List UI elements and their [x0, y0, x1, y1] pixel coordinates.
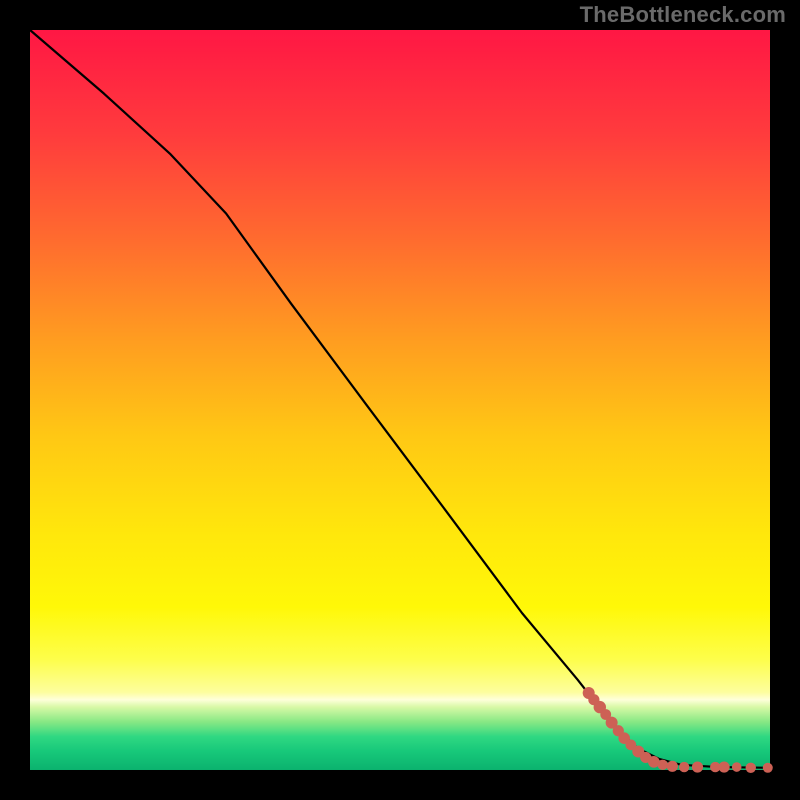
chart-svg	[0, 0, 800, 800]
data-marker	[692, 761, 703, 772]
chart-container: TheBottleneck.com	[0, 0, 800, 800]
plot-background	[30, 30, 770, 770]
data-marker	[732, 762, 742, 772]
data-marker	[667, 761, 678, 772]
data-marker	[658, 760, 668, 770]
data-marker	[719, 761, 730, 772]
data-marker	[746, 763, 756, 773]
watermark-text: TheBottleneck.com	[580, 2, 786, 28]
data-marker	[763, 763, 773, 773]
data-marker	[679, 762, 689, 772]
